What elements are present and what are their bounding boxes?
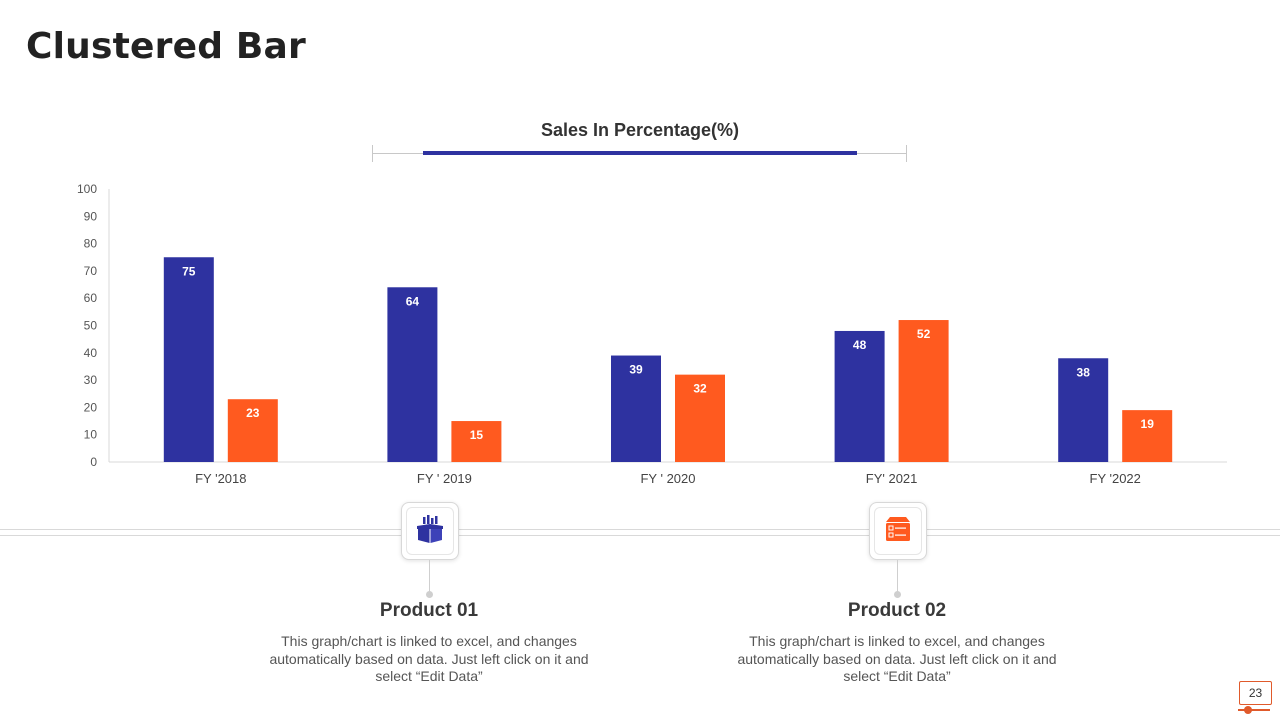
- page-number-underline: [1238, 709, 1270, 711]
- data-label: 64: [406, 294, 420, 308]
- chart-title-accent-bar: [423, 151, 857, 155]
- divider-line-bottom: [0, 535, 1280, 536]
- y-tick-label: 0: [90, 455, 97, 469]
- x-tick-label: FY' 2021: [866, 471, 918, 486]
- y-tick-label: 20: [84, 400, 98, 414]
- y-tick-label: 30: [84, 373, 98, 387]
- bar-series-2: [675, 374, 725, 462]
- chart-title-rule-right-tick: [906, 145, 907, 162]
- page-number-dot: [1244, 706, 1252, 714]
- chart-title: Sales In Percentage(%): [540, 120, 740, 140]
- box-chart-icon: [415, 514, 445, 549]
- y-tick-label: 60: [84, 291, 98, 305]
- data-label: 75: [182, 264, 196, 278]
- page-number: 23: [1239, 681, 1272, 705]
- bar-series-2: [898, 320, 949, 462]
- y-tick-label: 80: [84, 237, 98, 251]
- bar-series-1: [163, 257, 214, 462]
- bar-series-2: [451, 421, 502, 462]
- product-01-title: Product 01: [379, 600, 479, 621]
- data-label: 38: [1077, 365, 1091, 379]
- page-title: Clustered Bar: [26, 26, 307, 67]
- data-label: 23: [246, 406, 260, 420]
- data-label: 52: [917, 327, 931, 341]
- data-label: 15: [470, 428, 484, 442]
- y-tick-label: 10: [84, 428, 98, 442]
- product-01-description: This graph/chart is linked to excel, and…: [269, 633, 589, 684]
- clustered-bar-chart: 0 10 20 30 40 50 60 70 80 90 100 FY '2018 75 23 FY ' 2…: [77, 182, 1227, 486]
- bar-series-1: [387, 287, 438, 462]
- data-label: 48: [853, 338, 867, 352]
- y-tick-label: 100: [77, 182, 97, 196]
- product-02-connector-dot: [894, 591, 901, 598]
- product-01-icon-box: [401, 502, 459, 560]
- product-01-connector-dot: [426, 591, 433, 598]
- data-label: 39: [629, 363, 643, 377]
- chart-title-rule-left-tick: [372, 145, 373, 162]
- x-tick-label: FY ' 2019: [417, 471, 472, 486]
- bar-series-1: [834, 330, 885, 462]
- x-tick-label: FY '2018: [195, 471, 246, 486]
- product-02-title: Product 02: [847, 600, 947, 621]
- divider-line-top: [0, 529, 1280, 530]
- x-tick-label: FY ' 2020: [640, 471, 695, 486]
- y-tick-label: 40: [84, 346, 98, 360]
- product-01-connector: [429, 560, 430, 592]
- bar-series-2: [227, 399, 278, 462]
- y-tick-label: 90: [84, 209, 98, 223]
- bar-series-1: [1058, 358, 1109, 462]
- x-tick-label: FY '2022: [1090, 471, 1141, 486]
- product-02-icon-box: [869, 502, 927, 560]
- bar-series-1: [611, 355, 661, 462]
- y-tick-label: 50: [84, 319, 98, 333]
- bar-series-2: [1122, 410, 1173, 462]
- y-tick-label: 70: [84, 264, 98, 278]
- box-list-icon: [883, 514, 913, 549]
- data-label: 32: [693, 382, 707, 396]
- product-02-description: This graph/chart is linked to excel, and…: [737, 633, 1057, 684]
- data-label: 19: [1141, 417, 1155, 431]
- product-02-connector: [897, 560, 898, 592]
